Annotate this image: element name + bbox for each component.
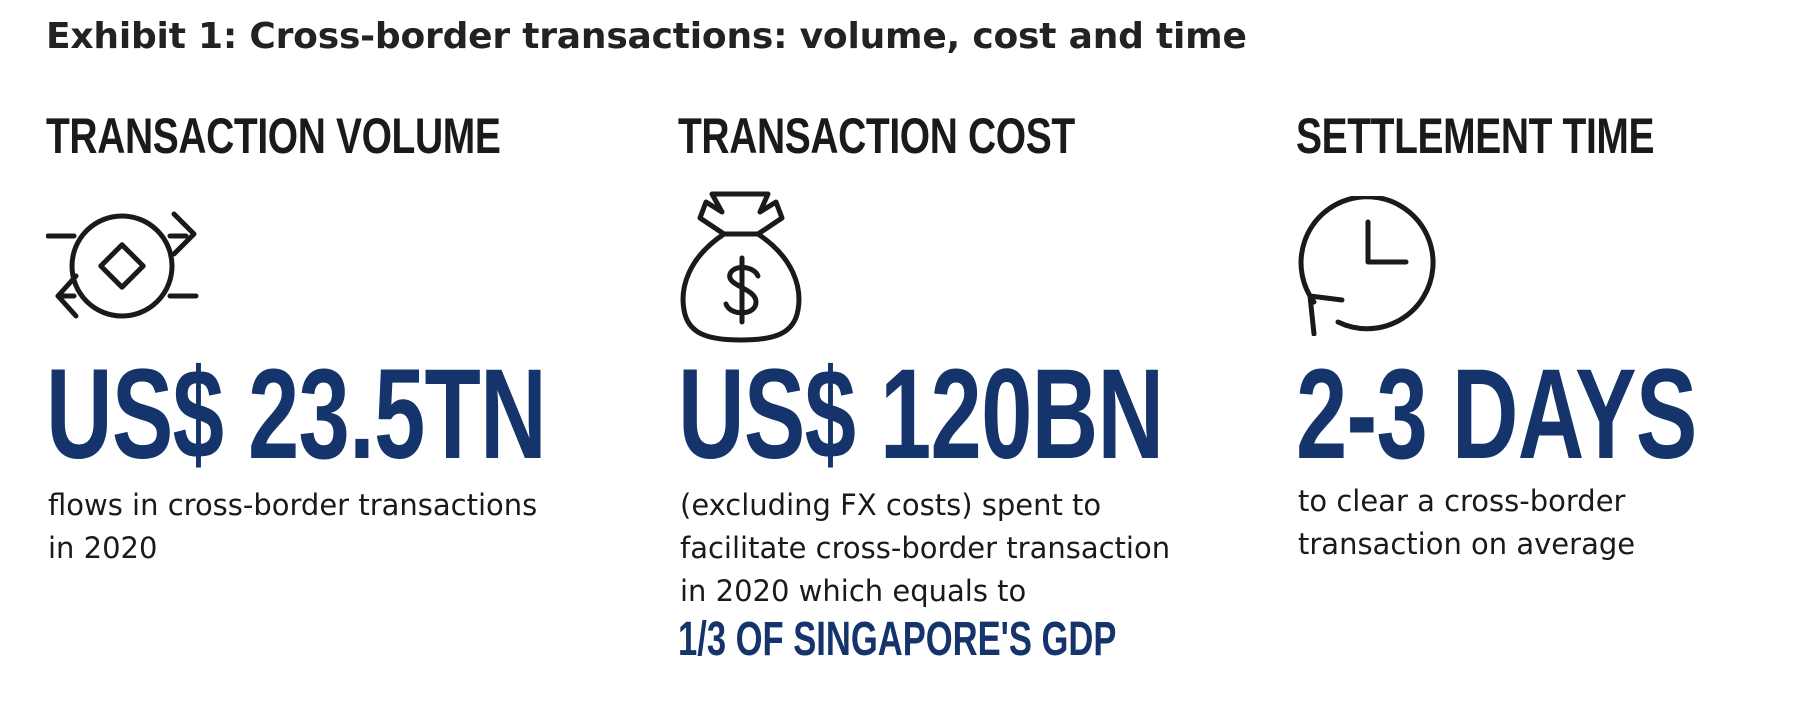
time-description-line: to clear a cross-border (1298, 484, 1626, 518)
cost-description-line: in 2020 which equals to (680, 574, 1027, 608)
volume-heading: TRANSACTION VOLUME (46, 108, 501, 164)
cost-description-line: (excluding FX costs) spent to (680, 488, 1102, 522)
currency-exchange-icon (46, 204, 206, 324)
cost-description: (excluding FX costs) spent to facilitate… (680, 484, 1170, 613)
time-description-line: transaction on average (1298, 527, 1636, 561)
cost-gdp-highlight: 1/3 OF SINGAPORE'S GDP (678, 613, 1117, 666)
volume-description-line: flows in cross-border transactions (48, 488, 538, 522)
cost-description-line: facilitate cross-border transaction (680, 531, 1171, 565)
time-panel: SETTLEMENT TIME 2-3 DAYS to clear a cros… (1296, 0, 1776, 706)
volume-description-line: in 2020 (48, 531, 158, 565)
time-heading: SETTLEMENT TIME (1296, 108, 1655, 164)
clock-icon (1296, 196, 1436, 336)
volume-panel: TRANSACTION VOLUME US$ 23.5TN flows in c… (46, 0, 646, 706)
time-value: 2-3 DAYS (1296, 343, 1697, 486)
cost-panel: TRANSACTION COST US$ 120BN (excluding FX… (678, 0, 1238, 706)
volume-value: US$ 23.5TN (46, 343, 547, 486)
cost-heading: TRANSACTION COST (678, 108, 1075, 164)
time-description: to clear a cross-border transaction on a… (1298, 480, 1635, 566)
exhibit-title: Exhibit 1: Cross-border transactions: vo… (46, 16, 1247, 57)
volume-description: flows in cross-border transactions in 20… (48, 484, 537, 570)
cost-value: US$ 120BN (678, 343, 1164, 486)
money-bag-icon (678, 188, 804, 344)
